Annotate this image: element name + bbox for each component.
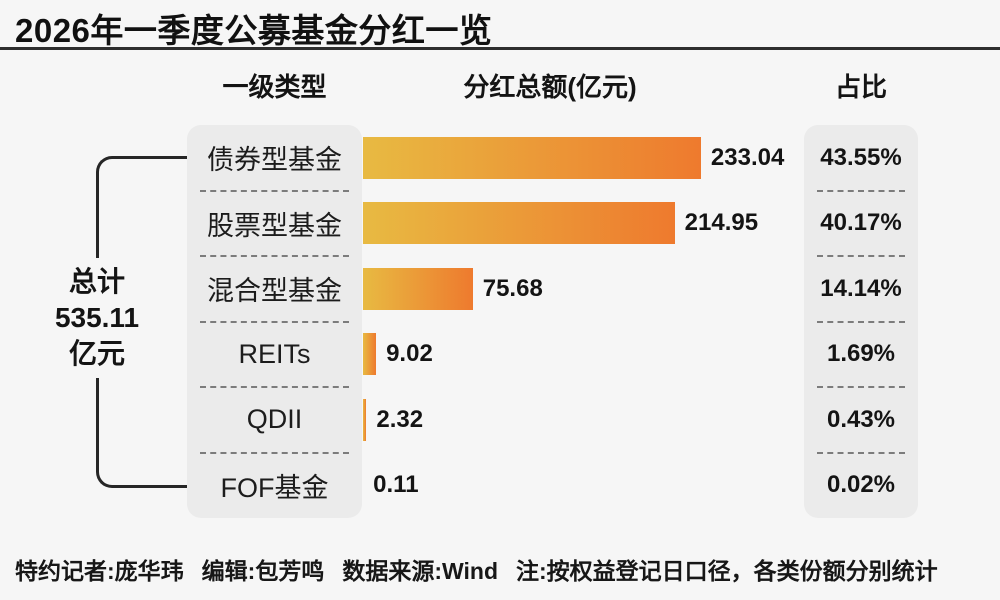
category-row: 债券型基金	[187, 125, 362, 191]
footer-editor: 编辑:包芳鸣	[201, 558, 325, 584]
share-value: 40.17%	[820, 209, 902, 237]
category-label: REITs	[238, 338, 311, 369]
category-label: FOF基金	[220, 472, 329, 503]
bar-row: 0.11	[363, 453, 803, 519]
category-label: 股票型基金	[207, 210, 342, 241]
bar-row: 214.95	[363, 191, 803, 257]
column-header-amount: 分红总额(亿元)	[463, 72, 637, 102]
column-header-share: 占比	[834, 72, 887, 102]
bar-row: 233.04	[363, 125, 803, 191]
share-value: 14.14%	[820, 274, 902, 302]
share-row: 40.17%	[804, 191, 918, 257]
share-value: 0.43%	[826, 405, 896, 433]
category-row: 混合型基金	[187, 256, 362, 322]
bar	[363, 267, 473, 310]
category-panel: 债券型基金 股票型基金 混合型基金 REITs QDII FOF基金	[187, 125, 362, 518]
bar-value: 75.68	[482, 274, 543, 302]
share-row: 0.43%	[804, 387, 918, 453]
share-value: 1.69%	[826, 340, 896, 368]
category-label: 债券型基金	[207, 145, 342, 176]
category-row: 股票型基金	[187, 191, 362, 257]
footer-credits: 特约记者:庞华玮 编辑:包芳鸣 数据来源:Wind 注:按权益登记日口径，各类份…	[15, 552, 938, 586]
bar	[363, 136, 701, 179]
bar-value: 2.32	[376, 405, 424, 433]
bar-row: 75.68	[363, 256, 803, 322]
bar-value: 9.02	[386, 340, 433, 368]
bar-chart: 233.04 214.95 75.68 9.02 2.32 0.11	[363, 125, 803, 518]
share-row: 14.14%	[804, 256, 918, 322]
total-unit: 亿元	[68, 338, 125, 369]
category-label: QDII	[246, 404, 303, 435]
share-value: 0.02%	[826, 471, 896, 499]
page-title: 2026年一季度公募基金分红一览	[15, 12, 493, 49]
share-value: 43.55%	[820, 143, 902, 171]
bar-row: 9.02	[363, 322, 803, 388]
share-row: 43.55%	[804, 125, 918, 191]
column-header-type: 一级类型	[222, 72, 327, 102]
bar	[363, 202, 675, 245]
total-value: 535.11	[54, 302, 140, 333]
category-row: REITs	[187, 322, 362, 388]
share-row: 1.69%	[804, 322, 918, 388]
bar-value: 233.04	[710, 143, 785, 171]
footer-reporter: 特约记者:庞华玮	[15, 558, 184, 584]
category-label: 混合型基金	[207, 276, 342, 307]
bar	[363, 398, 367, 441]
category-row: QDII	[187, 387, 362, 453]
share-panel: 43.55% 40.17% 14.14% 1.69% 0.43% 0.02%	[804, 125, 918, 518]
footer-data-source: 数据来源:Wind	[342, 558, 498, 584]
share-row: 0.02%	[804, 453, 918, 519]
category-row: FOF基金	[187, 453, 362, 519]
bar-value: 0.11	[373, 471, 419, 499]
bar-row: 2.32	[363, 387, 803, 453]
title-divider	[0, 47, 1000, 50]
bar	[363, 333, 377, 376]
total-summary: 总计 535.11 亿元	[22, 258, 172, 378]
footer-note: 注:按权益登记日口径，各类份额分别统计	[516, 558, 938, 584]
bar-value: 214.95	[684, 209, 759, 237]
total-label: 总计	[68, 266, 125, 297]
